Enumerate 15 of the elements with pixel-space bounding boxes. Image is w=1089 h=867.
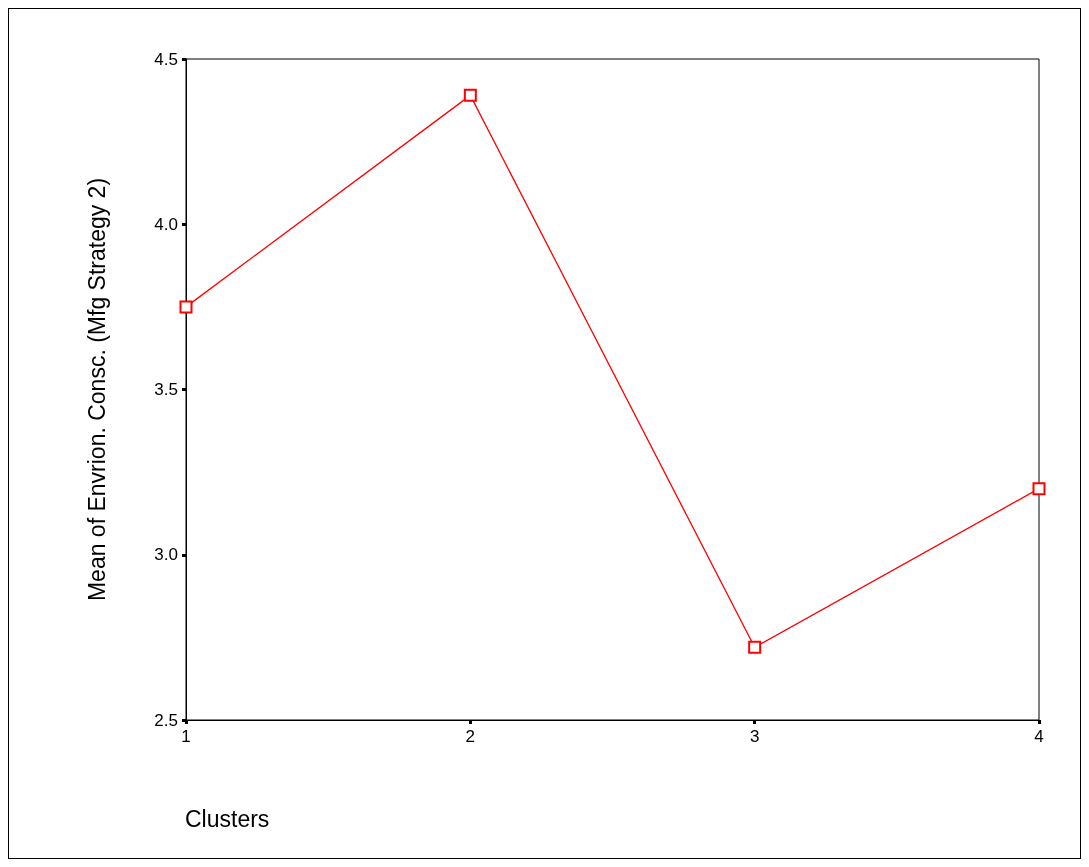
- x-tick-label: 1: [181, 727, 191, 746]
- point: [1032, 482, 1046, 496]
- y-tick-label: 2.5: [154, 710, 178, 730]
- point: [179, 300, 193, 314]
- x-tick-label: 4: [1034, 727, 1044, 746]
- y-tick-label: 3.0: [154, 545, 178, 565]
- x-tick-label: 3: [749, 727, 760, 746]
- y-axis-title: Mean of Envrion. Consc. (Mfg Strategy 2): [83, 177, 110, 602]
- y-tick-label: 3.5: [154, 380, 178, 399]
- y-tick-label: 4.5: [154, 49, 178, 69]
- point: [463, 88, 477, 102]
- x-tick-label: 2: [465, 727, 476, 746]
- point: [748, 640, 762, 654]
- y-tick-label: 4.0: [154, 214, 178, 234]
- x-axis-title: Clusters: [185, 805, 270, 832]
